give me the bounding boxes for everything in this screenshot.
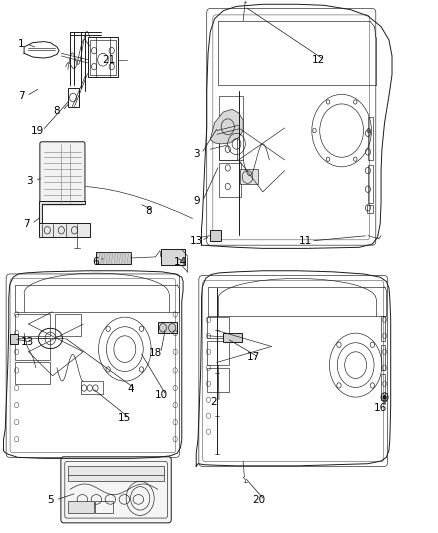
- Bar: [219, 163, 241, 197]
- Bar: [68, 466, 164, 481]
- Text: 13: 13: [21, 337, 34, 347]
- Bar: [223, 333, 242, 342]
- Text: 7: 7: [18, 91, 25, 101]
- Bar: [88, 37, 118, 77]
- Text: 17: 17: [247, 352, 260, 362]
- Bar: [55, 314, 81, 336]
- Bar: [90, 40, 116, 75]
- Text: 19: 19: [31, 126, 44, 135]
- Bar: [207, 317, 229, 338]
- Polygon shape: [39, 201, 85, 224]
- FancyBboxPatch shape: [40, 142, 85, 205]
- Text: 11: 11: [299, 236, 312, 246]
- Text: 20: 20: [253, 495, 266, 505]
- Bar: [39, 223, 90, 237]
- Bar: [68, 88, 79, 107]
- Circle shape: [383, 395, 386, 399]
- FancyBboxPatch shape: [61, 457, 171, 523]
- Bar: [10, 334, 18, 344]
- Bar: [207, 368, 229, 392]
- Text: 7: 7: [23, 219, 30, 229]
- Bar: [96, 252, 131, 264]
- Bar: [381, 345, 385, 370]
- Bar: [240, 169, 258, 184]
- Text: 8: 8: [145, 206, 152, 215]
- Text: 18: 18: [149, 348, 162, 358]
- Text: 16: 16: [374, 403, 387, 413]
- Text: 12: 12: [312, 55, 325, 64]
- Text: 6: 6: [92, 257, 99, 267]
- Bar: [81, 381, 103, 394]
- Text: 3: 3: [26, 176, 33, 186]
- Bar: [210, 230, 221, 241]
- Text: 4: 4: [127, 384, 134, 394]
- Bar: [381, 316, 385, 341]
- Bar: [15, 338, 50, 360]
- Bar: [161, 249, 185, 265]
- Text: 15: 15: [118, 414, 131, 423]
- Text: 1: 1: [18, 39, 25, 49]
- Bar: [381, 374, 385, 400]
- Text: 21: 21: [102, 55, 115, 64]
- Bar: [68, 501, 94, 513]
- Text: 10: 10: [155, 391, 168, 400]
- Text: 2: 2: [210, 398, 217, 407]
- Bar: [15, 314, 50, 336]
- Bar: [368, 117, 373, 160]
- Text: 3: 3: [193, 149, 200, 158]
- Bar: [158, 322, 177, 333]
- Text: 14: 14: [174, 257, 187, 267]
- Bar: [15, 362, 50, 384]
- Bar: [367, 205, 373, 213]
- Text: 9: 9: [194, 197, 201, 206]
- Text: 8: 8: [53, 106, 60, 116]
- Bar: [95, 501, 113, 513]
- Text: 5: 5: [47, 495, 54, 505]
- Bar: [219, 128, 237, 160]
- Text: 13: 13: [190, 236, 203, 246]
- Bar: [219, 96, 243, 160]
- Polygon shape: [210, 109, 243, 144]
- Bar: [207, 341, 229, 365]
- Bar: [368, 165, 373, 203]
